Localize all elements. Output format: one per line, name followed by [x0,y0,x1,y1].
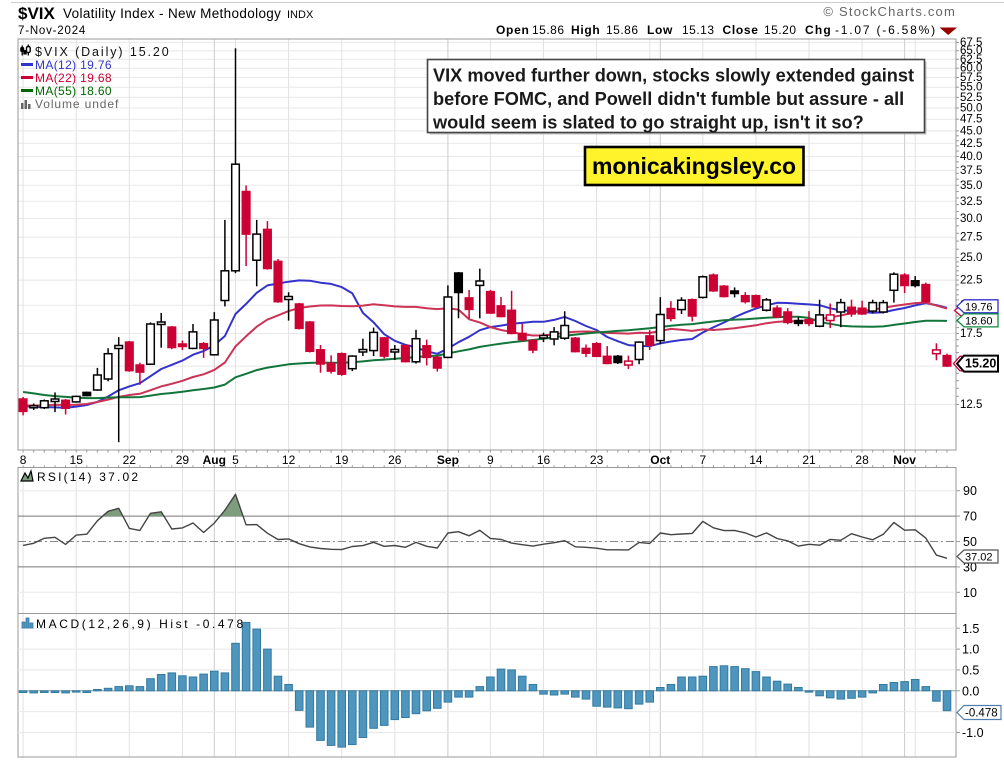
svg-text:15: 15 [70,453,84,467]
svg-text:© StockCharts.com: © StockCharts.com [823,4,956,19]
svg-text:MA(22) 19.68: MA(22) 19.68 [35,71,112,85]
svg-text:Aug: Aug [203,453,226,467]
svg-text:30: 30 [963,560,977,574]
svg-text:before FOMC, and Powell didn't: before FOMC, and Powell didn't fumble bu… [433,89,904,109]
svg-text:90: 90 [963,484,977,498]
svg-text:30.0: 30.0 [960,213,982,225]
svg-text:29: 29 [176,453,190,467]
svg-text:MA(12) 19.76: MA(12) 19.76 [35,58,112,72]
svg-text:52.5: 52.5 [960,92,982,104]
svg-text:-1.07 (-6.58%): -1.07 (-6.58%) [835,23,937,37]
svg-text:19.76: 19.76 [965,301,993,313]
svg-text:5: 5 [232,453,239,467]
svg-text:37.5: 37.5 [960,165,982,177]
svg-text:would seem is slated to go str: would seem is slated to go straight up, … [432,113,864,133]
svg-text:RSI(14) 37.02: RSI(14) 37.02 [37,470,140,484]
svg-text:INDX: INDX [287,9,314,21]
svg-text:62.5: 62.5 [960,54,982,66]
svg-text:25.0: 25.0 [960,252,982,264]
svg-text:MACD(12,26,9) Hist -0.478: MACD(12,26,9) Hist -0.478 [36,617,246,631]
svg-text:0.5: 0.5 [962,663,979,677]
svg-text:22: 22 [123,453,137,467]
svg-text:67.5: 67.5 [960,37,982,49]
svg-text:15.13: 15.13 [682,23,715,37]
svg-text:12: 12 [282,453,296,467]
svg-text:23: 23 [590,453,604,467]
svg-text:1.5: 1.5 [962,622,979,636]
svg-text:$VIX (Daily) 15.20: $VIX (Daily) 15.20 [35,45,171,59]
svg-text:Sep: Sep [437,453,459,467]
svg-text:Open: Open [496,23,529,37]
svg-text:57.5: 57.5 [960,72,982,84]
svg-text:35.0: 35.0 [960,180,982,192]
svg-text:1.0: 1.0 [962,643,979,657]
svg-text:15.20: 15.20 [764,23,797,37]
svg-text:22.5: 22.5 [960,275,982,287]
svg-text:70: 70 [963,510,977,524]
svg-text:9: 9 [487,453,494,467]
svg-text:12.5: 12.5 [960,399,982,411]
svg-text:14: 14 [749,453,763,467]
svg-text:monicakingsley.co: monicakingsley.co [592,153,796,179]
svg-text:MA(55) 18.60: MA(55) 18.60 [35,84,112,98]
svg-text:40.0: 40.0 [960,151,982,163]
svg-text:37.02: 37.02 [965,552,993,564]
svg-text:$VIX: $VIX [18,4,56,23]
svg-text:32.5: 32.5 [960,196,982,208]
svg-text:Nov: Nov [893,453,916,467]
svg-text:15.86: 15.86 [532,23,565,37]
svg-text:7: 7 [699,453,706,467]
svg-text:8: 8 [20,453,27,467]
svg-text:-0.478: -0.478 [965,708,998,720]
svg-text:65.0: 65.0 [960,45,982,57]
svg-text:45.0: 45.0 [960,125,982,137]
svg-text:19: 19 [335,453,349,467]
svg-text:10: 10 [963,586,977,600]
svg-text:0.0: 0.0 [962,684,979,698]
svg-text:High: High [571,23,600,37]
svg-text:15.20: 15.20 [965,357,996,371]
svg-text:Volume undef: Volume undef [35,97,119,111]
svg-text:18.60: 18.60 [965,315,993,327]
svg-text:Close: Close [723,23,759,37]
svg-text:50.0: 50.0 [960,103,982,115]
svg-text:50: 50 [963,535,977,549]
svg-text:Low: Low [647,23,673,37]
svg-text:26: 26 [388,453,402,467]
svg-text:15.86: 15.86 [606,23,639,37]
svg-text:47.5: 47.5 [960,114,982,126]
svg-text:28: 28 [855,453,869,467]
svg-text:16: 16 [537,453,551,467]
svg-text:7-Nov-2024: 7-Nov-2024 [18,25,86,37]
svg-text:17.5: 17.5 [960,328,982,340]
svg-text:Oct: Oct [650,453,670,467]
svg-text:60.0: 60.0 [960,63,982,75]
svg-text:21: 21 [802,453,816,467]
svg-text:Chg: Chg [805,23,832,37]
svg-text:-1.0: -1.0 [962,726,984,740]
svg-text:VIX moved further down, stocks: VIX moved further down, stocks slowly ex… [433,66,914,86]
svg-text:42.5: 42.5 [960,138,982,150]
svg-text:27.5: 27.5 [960,232,982,244]
svg-text:Volatility Index - New Methodo: Volatility Index - New Methodology [63,6,281,21]
svg-text:55.0: 55.0 [960,82,982,94]
